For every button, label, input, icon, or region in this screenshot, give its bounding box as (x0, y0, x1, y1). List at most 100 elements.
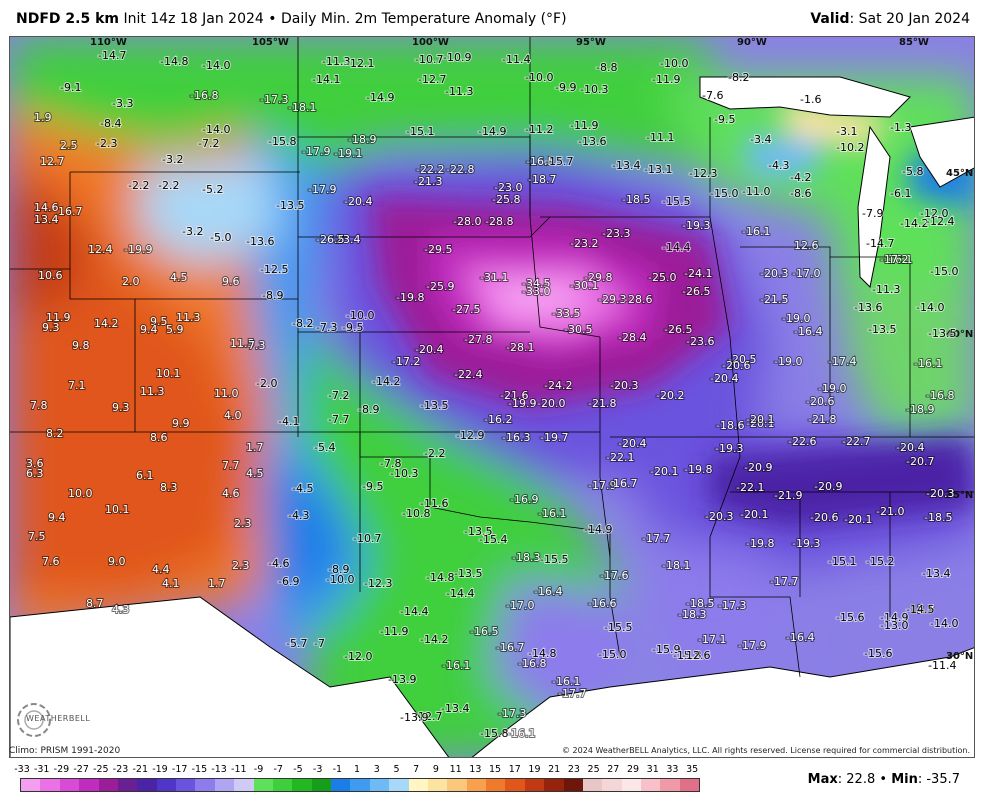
anomaly-value-label: -18.9 (348, 133, 376, 146)
anomaly-value-label: -16.1 (442, 659, 470, 672)
colorbar-tick-label: 15 (488, 764, 502, 775)
max-min-readout: Max: 22.8 • Min: -35.7 (808, 772, 960, 787)
anomaly-value-label: -2.2 (128, 179, 149, 192)
anomaly-value-label: -17.9 (588, 479, 616, 492)
lon-label: 95°W (576, 37, 606, 48)
anomaly-value-label: -4.5 (292, 482, 313, 495)
anomaly-value-label: -20.4 (710, 372, 738, 385)
anomaly-value-label: 11.3 (140, 385, 165, 398)
anomaly-value-label: 4.5 (246, 467, 264, 480)
colorbar-tick-label: -31 (33, 764, 50, 775)
anomaly-value-label: -20.0 (537, 397, 565, 410)
anomaly-value-label: 7.7 (222, 459, 240, 472)
colorbar-swatch (311, 779, 331, 791)
anomaly-value-label: -17.2 (880, 253, 908, 266)
anomaly-value-label: 11.3 (176, 311, 201, 324)
anomaly-value-label: -14.7 (98, 49, 126, 62)
init-time: Init 14z 18 Jan 2024 (123, 11, 264, 27)
colorbar-swatch (505, 779, 525, 791)
anomaly-value-label: -8.2 (292, 317, 313, 330)
anomaly-value-label: 2.3 (232, 559, 250, 572)
max-label: Max (807, 772, 838, 787)
lat-label: 30°N (946, 651, 973, 662)
colorbar-tick-label: 9 (432, 764, 439, 775)
anomaly-map[interactable]: 110°W 105°W 100°W 95°W 90°W 85°W 45°N 40… (9, 36, 975, 758)
colorbar-swatch (486, 779, 506, 791)
anomaly-value-label: -18.5 (622, 193, 650, 206)
anomaly-value-label: -16.1 (552, 675, 580, 688)
anomaly-value-label: -15.8 (673, 649, 701, 662)
anomaly-value-label: -34.5 (522, 277, 550, 290)
anomaly-value-label: -15.8 (480, 727, 508, 740)
anomaly-value-label: -12.4 (926, 215, 954, 228)
state-borders (10, 37, 974, 678)
anomaly-value-label: -16.7 (609, 477, 637, 490)
anomaly-value-label: -29.5 (424, 243, 452, 256)
anomaly-value-label: -20.3 (705, 510, 733, 523)
anomaly-value-label: -11.3 (872, 283, 900, 296)
anomaly-value-label: -25.8 (492, 193, 520, 206)
anomaly-value-label: -20.6 (722, 359, 750, 372)
anomaly-value-label: -16.8 (926, 389, 954, 402)
anomaly-value-label: -23.0 (494, 181, 522, 194)
colorbar-tick-label: -23 (112, 764, 129, 775)
anomaly-value-label: -1.6 (800, 93, 821, 106)
anomaly-value-label: -7 (314, 637, 325, 650)
anomaly-value-label: -13.1 (644, 163, 672, 176)
lon-label: 105°W (252, 37, 289, 48)
anomaly-value-label: -29.3 (598, 293, 626, 306)
anomaly-value-label: -8.8 (596, 61, 617, 74)
anomaly-value-label: -8.9 (262, 289, 283, 302)
anomaly-value-label: 9.6 (222, 275, 240, 288)
anomaly-value-label: 16.7 (58, 205, 83, 218)
anomaly-value-label: -4.1 (278, 415, 299, 428)
anomaly-value-label: -12.7 (414, 710, 442, 723)
anomaly-value-label: -15.0 (930, 265, 958, 278)
anomaly-value-label: -10.3 (580, 83, 608, 96)
anomaly-value-label: -20.1 (740, 508, 768, 521)
lon-label: 85°W (899, 37, 929, 48)
anomaly-value-label: -11.1 (646, 131, 674, 144)
anomaly-value-label: -18.1 (662, 559, 690, 572)
anomaly-value-label: -21.8 (808, 413, 836, 426)
colorbar-swatch (176, 779, 196, 791)
anomaly-value-label: -12.6 (682, 649, 710, 662)
colorbar-swatch (195, 779, 215, 791)
anomaly-value-label: -21.0 (876, 505, 904, 518)
colorbar-swatch (21, 779, 41, 791)
colorbar-tick-label: 3 (373, 764, 380, 775)
anomaly-value-label: -20.6 (810, 511, 838, 524)
colorbar-swatch (641, 779, 661, 791)
anomaly-value-label: -14.7 (866, 237, 894, 250)
anomaly-value-label: -20.4 (415, 343, 443, 356)
anomaly-value-label: -17.0 (792, 267, 820, 280)
anomaly-value-label: -8.6 (790, 187, 811, 200)
anomaly-value-label: -16.8 (190, 89, 218, 102)
anomaly-value-label: -10.3 (390, 467, 418, 480)
anomaly-value-label: -11.4 (928, 659, 956, 672)
anomaly-value-label: -28.0 (453, 215, 481, 228)
anomaly-value-label: 10.1 (156, 367, 181, 380)
product-name: NDFD 2.5 km (16, 11, 119, 27)
colorbar-swatch (117, 779, 138, 791)
anomaly-value-label: -21.6 (500, 389, 528, 402)
anomaly-value-label: -2.2 (424, 447, 445, 460)
anomaly-value-label: -13.6 (578, 135, 606, 148)
anomaly-value-label: -20.2 (656, 389, 684, 402)
anomaly-value-label: -29.8 (584, 271, 612, 284)
anomaly-value-label: -16.3 (502, 431, 530, 444)
anomaly-value-label: -20.3 (610, 379, 638, 392)
anomaly-value-label: -16.5 (526, 155, 554, 168)
anomaly-value-label: -21.9 (774, 489, 802, 502)
anomaly-value-label: -15.1 (828, 555, 856, 568)
anomaly-value-label: -14.2 (900, 217, 928, 230)
lake-superior (699, 76, 911, 118)
anomaly-value-label: -18.6 (716, 419, 744, 432)
anomaly-value-label: -19.0 (774, 355, 802, 368)
anomaly-value-label: -21.8 (588, 397, 616, 410)
anomaly-value-label: -14.9 (478, 125, 506, 138)
anomaly-value-label: -28.8 (485, 215, 513, 228)
colorbar (20, 778, 700, 792)
anomaly-value-label: -11.3 (445, 85, 473, 98)
anomaly-value-label: -24.2 (544, 379, 572, 392)
